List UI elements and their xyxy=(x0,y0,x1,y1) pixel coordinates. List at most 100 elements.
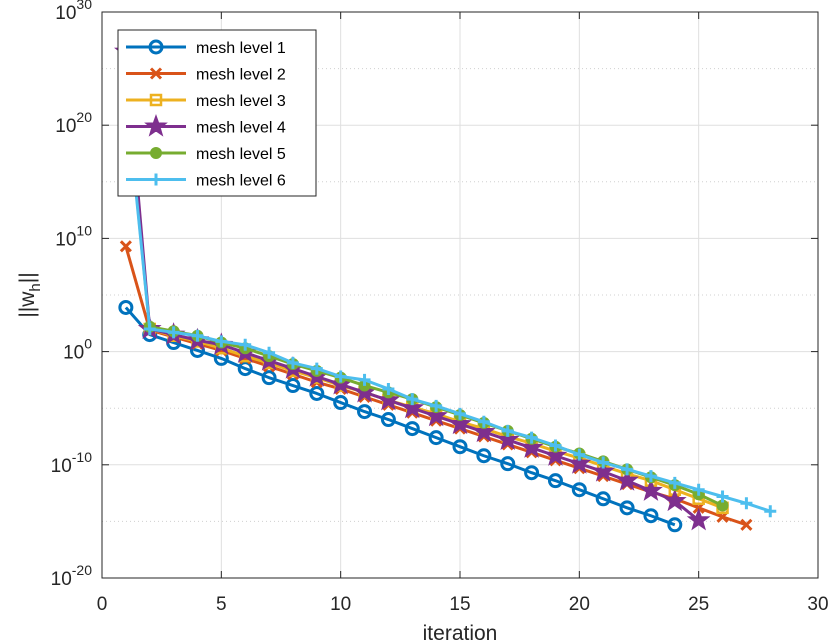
data-point xyxy=(662,488,687,512)
data-point xyxy=(144,114,168,137)
legend-label: mesh level 1 xyxy=(196,40,286,57)
data-point xyxy=(639,478,663,501)
data-point xyxy=(692,483,705,496)
y-tick-label: 1010 xyxy=(55,222,92,250)
x-tick-label: 20 xyxy=(569,594,590,615)
x-tick-labels: 0 5 10 15 20 25 30 xyxy=(97,594,829,615)
data-point xyxy=(263,346,276,359)
series-line xyxy=(124,91,771,513)
data-point xyxy=(448,411,472,435)
data-point xyxy=(597,456,610,469)
data-point xyxy=(406,393,419,406)
data-point xyxy=(549,439,562,452)
data-point xyxy=(430,399,443,412)
x-tick-label: 30 xyxy=(807,594,828,615)
legend-item: mesh level 1 xyxy=(126,39,286,57)
data-point xyxy=(309,385,325,401)
data-point xyxy=(380,412,396,428)
data-point xyxy=(573,448,586,461)
data-point xyxy=(495,427,520,450)
data-point xyxy=(615,468,639,491)
data-point xyxy=(149,67,163,80)
ticks xyxy=(101,11,819,579)
data-point xyxy=(424,403,448,427)
legend-label: mesh level 5 xyxy=(196,146,286,163)
data-point xyxy=(215,335,228,348)
data-point xyxy=(764,505,777,518)
data-point xyxy=(472,419,496,443)
legend-label: mesh level 2 xyxy=(196,67,286,84)
x-tick-label: 10 xyxy=(330,594,351,615)
data-point xyxy=(333,395,349,411)
data-point xyxy=(686,507,711,531)
y-tick-label: 1020 xyxy=(55,109,92,137)
data-point xyxy=(400,395,425,419)
data-point xyxy=(716,490,729,503)
legend-label: mesh level 3 xyxy=(196,93,286,110)
data-point xyxy=(567,451,592,474)
data-point xyxy=(477,415,490,428)
data-point xyxy=(591,459,616,482)
y-axis-label-subscript: h xyxy=(27,283,44,291)
data-point xyxy=(547,473,563,489)
data-point xyxy=(501,424,514,437)
data-point xyxy=(428,430,444,446)
legend-label: mesh level 6 xyxy=(196,173,286,190)
data-point xyxy=(143,322,156,335)
x-tick-label: 0 xyxy=(97,594,108,615)
data-point xyxy=(525,431,538,444)
x-tick-label: 25 xyxy=(688,594,709,615)
data-point xyxy=(382,382,395,395)
data-point xyxy=(667,517,683,533)
data-point xyxy=(543,443,568,466)
data-point xyxy=(571,482,587,498)
data-point xyxy=(334,370,347,383)
y-tick-label: 100 xyxy=(63,336,92,364)
data-point xyxy=(191,329,204,342)
data-point xyxy=(500,456,516,472)
legend-box xyxy=(117,29,317,197)
data-point xyxy=(376,387,401,411)
data-point xyxy=(148,39,164,55)
data-point xyxy=(476,448,492,464)
data-point xyxy=(310,362,323,375)
x-tick-label: 5 xyxy=(216,594,227,615)
data-point xyxy=(286,356,299,369)
y-tick-label: 10-10 xyxy=(51,449,93,477)
data-point xyxy=(261,370,277,386)
data-point xyxy=(619,500,635,516)
data-point xyxy=(404,421,420,437)
y-tick-label: 10-20 xyxy=(51,562,93,590)
y-tick-label: 1030 xyxy=(55,0,92,24)
data-point xyxy=(237,361,253,377)
legend-item: mesh level 5 xyxy=(126,146,286,163)
data-point xyxy=(524,465,540,481)
data-point xyxy=(452,439,468,455)
data-point xyxy=(118,299,134,315)
data-point xyxy=(621,463,634,476)
legend-label: mesh level 4 xyxy=(196,120,286,137)
legend-item: mesh level 6 xyxy=(126,173,286,190)
data-point xyxy=(119,240,132,253)
y-axis-label: ||wh|| xyxy=(16,272,44,317)
data-point xyxy=(357,404,373,420)
data-point xyxy=(519,435,544,458)
series-lines xyxy=(114,39,777,533)
legend-item: mesh level 2 xyxy=(126,67,286,84)
data-point xyxy=(285,378,301,394)
data-point xyxy=(454,407,466,420)
data-point xyxy=(167,326,180,339)
data-point xyxy=(358,373,371,386)
legend-item: mesh level 3 xyxy=(126,93,286,110)
data-point xyxy=(668,476,681,489)
data-point xyxy=(150,147,162,159)
x-axis-label: iteration xyxy=(423,622,498,642)
x-tick-label: 15 xyxy=(449,594,470,615)
data-point xyxy=(149,93,163,107)
data-point xyxy=(644,470,657,483)
y-tick-labels: 10-20 10-10 100 1010 1020 1030 xyxy=(51,0,93,590)
data-point xyxy=(740,518,753,531)
legend-item: mesh level 4 xyxy=(126,114,286,137)
data-point xyxy=(643,508,659,524)
